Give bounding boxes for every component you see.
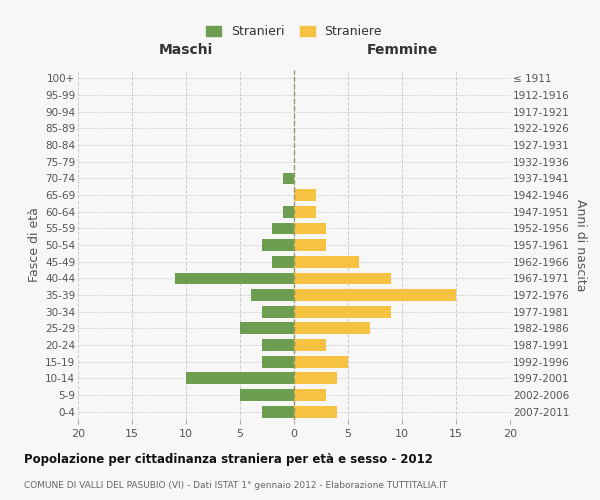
Bar xyxy=(294,272,391,284)
Bar xyxy=(294,239,326,251)
Y-axis label: Fasce di età: Fasce di età xyxy=(28,208,41,282)
Y-axis label: Anni di nascita: Anni di nascita xyxy=(574,198,587,291)
Bar xyxy=(272,222,294,234)
Bar xyxy=(262,356,294,368)
Text: Maschi: Maschi xyxy=(159,42,213,56)
Bar xyxy=(294,189,316,201)
Text: Popolazione per cittadinanza straniera per età e sesso - 2012: Popolazione per cittadinanza straniera p… xyxy=(24,452,433,466)
Bar xyxy=(294,322,370,334)
Bar xyxy=(262,306,294,318)
Bar xyxy=(283,206,294,218)
Bar xyxy=(175,272,294,284)
Legend: Stranieri, Straniere: Stranieri, Straniere xyxy=(201,20,387,44)
Bar xyxy=(294,289,456,301)
Bar xyxy=(262,406,294,417)
Bar xyxy=(294,339,326,351)
Text: COMUNE DI VALLI DEL PASUBIO (VI) - Dati ISTAT 1° gennaio 2012 - Elaborazione TUT: COMUNE DI VALLI DEL PASUBIO (VI) - Dati … xyxy=(24,481,447,490)
Bar xyxy=(294,206,316,218)
Bar xyxy=(240,322,294,334)
Bar xyxy=(240,389,294,401)
Bar xyxy=(294,356,348,368)
Bar xyxy=(262,339,294,351)
Text: Femmine: Femmine xyxy=(367,42,437,56)
Bar xyxy=(272,256,294,268)
Bar xyxy=(294,306,391,318)
Bar xyxy=(251,289,294,301)
Bar xyxy=(186,372,294,384)
Bar xyxy=(294,389,326,401)
Bar xyxy=(294,372,337,384)
Bar xyxy=(283,172,294,184)
Bar xyxy=(294,222,326,234)
Bar xyxy=(294,256,359,268)
Bar xyxy=(294,406,337,417)
Bar xyxy=(262,239,294,251)
